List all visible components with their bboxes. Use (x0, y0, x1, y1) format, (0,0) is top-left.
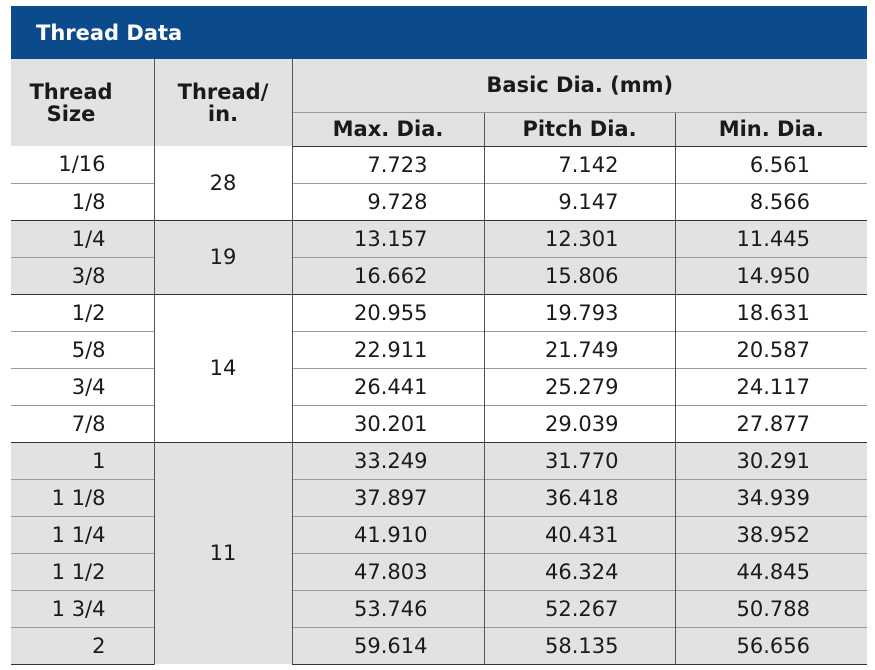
min-dia-cell: 24.117 (674, 367, 868, 405)
min-dia-cell: 20.587 (674, 330, 868, 368)
min-dia-cell: 6.561 (674, 146, 868, 183)
pitch-dia-cell: 46.324 (483, 552, 675, 590)
table-row: 2 59.614 58.135 56.656 (11, 626, 868, 665)
min-dia-cell: 56.656 (674, 626, 868, 665)
table-row: 5/8 22.911 21.749 20.587 (11, 330, 868, 368)
thread-size-cell: 1 1/4 (11, 515, 154, 553)
pitch-dia-cell: 58.135 (483, 626, 675, 665)
table-row: 1 1/8 37.897 36.418 34.939 (11, 478, 868, 516)
max-dia-cell: 26.441 (291, 367, 484, 405)
max-dia-cell: 59.614 (291, 626, 484, 665)
min-dia-cell: 34.939 (674, 478, 868, 516)
max-dia-cell: 37.897 (291, 478, 484, 516)
thread-size-cell: 1 3/4 (11, 589, 154, 627)
max-dia-cell: 20.955 (291, 293, 484, 331)
header-min-dia: Min. Dia. (674, 111, 868, 147)
max-dia-cell: 33.249 (291, 441, 484, 479)
thread-data-panel: Thread Data Thread Size Thread/ in. Basi… (11, 6, 868, 665)
table-body: 1/16 28 7.723 7.142 6.561 1/8 9.728 9.147 8.566 1… (11, 146, 868, 665)
min-dia-cell: 50.788 (674, 589, 868, 627)
thread-size-cell: 1 1/2 (11, 552, 154, 590)
title-bar: Thread Data (11, 6, 867, 59)
max-dia-cell: 53.746 (291, 589, 484, 627)
max-dia-cell: 16.662 (291, 256, 484, 294)
pitch-dia-cell: 40.431 (483, 515, 675, 553)
min-dia-cell: 11.445 (674, 219, 868, 257)
threads-per-inch-cell: 11 (153, 441, 292, 664)
max-dia-cell: 47.803 (291, 552, 484, 590)
thread-size-cell: 2 (11, 626, 154, 665)
thread-size-cell: 3/4 (11, 367, 154, 405)
header-max-dia: Max. Dia. (291, 111, 484, 147)
pitch-dia-cell: 15.806 (483, 256, 675, 294)
pitch-dia-cell: 52.267 (483, 589, 675, 627)
max-dia-cell: 13.157 (291, 219, 484, 257)
table-row: 1/8 9.728 9.147 8.566 (11, 182, 868, 220)
pitch-dia-cell: 9.147 (483, 182, 675, 220)
page-title: Thread Data (36, 20, 183, 45)
thread-size-cell: 1/4 (11, 219, 154, 257)
threads-per-inch-cell: 19 (153, 219, 292, 294)
table-row: 3/8 16.662 15.806 14.950 (11, 256, 868, 294)
header-pitch-dia: Pitch Dia. (483, 111, 675, 147)
min-dia-cell: 18.631 (674, 293, 868, 331)
thread-size-cell: 5/8 (11, 330, 154, 368)
pitch-dia-cell: 12.301 (483, 219, 675, 257)
table-row: 1 1/2 47.803 46.324 44.845 (11, 552, 868, 590)
pitch-dia-cell: 7.142 (483, 146, 675, 183)
table-row: 1 11 33.249 31.770 30.291 (11, 441, 868, 664)
header-basic-dia: Basic Dia. (mm) (291, 59, 868, 112)
thread-size-cell: 1 1/8 (11, 478, 154, 516)
max-dia-cell: 41.910 (291, 515, 484, 553)
thread-size-cell: 7/8 (11, 404, 154, 442)
threads-per-inch-cell: 14 (153, 293, 292, 442)
pitch-dia-cell: 19.793 (483, 293, 675, 331)
table-row: 1 1/4 41.910 40.431 38.952 (11, 515, 868, 553)
thread-size-cell: 1/8 (11, 182, 154, 220)
thread-size-cell: 1/2 (11, 293, 154, 331)
max-dia-cell: 9.728 (291, 182, 484, 220)
min-dia-cell: 8.566 (674, 182, 868, 220)
max-dia-cell: 7.723 (291, 146, 484, 183)
table-row: 1 3/4 53.746 52.267 50.788 (11, 589, 868, 627)
pitch-dia-cell: 29.039 (483, 404, 675, 442)
thread-size-cell: 1 (11, 441, 154, 479)
header-thread-size: Thread Size (11, 59, 154, 146)
pitch-dia-cell: 31.770 (483, 441, 675, 479)
table-row: 1/4 19 13.157 12.301 11.445 (11, 219, 868, 294)
max-dia-cell: 30.201 (291, 404, 484, 442)
min-dia-cell: 30.291 (674, 441, 868, 479)
table-row: 3/4 26.441 25.279 24.117 (11, 367, 868, 405)
thread-data-table: Thread Size Thread/ in. Basic Dia. (mm) … (11, 59, 868, 665)
pitch-dia-cell: 36.418 (483, 478, 675, 516)
header-thread-per-in: Thread/ in. (153, 59, 292, 146)
table-row: 1/16 28 7.723 7.142 6.561 (11, 146, 868, 220)
thread-size-cell: 3/8 (11, 256, 154, 294)
table-row: 7/8 30.201 29.039 27.877 (11, 404, 868, 442)
pitch-dia-cell: 25.279 (483, 367, 675, 405)
table-row: 1/2 14 20.955 19.793 18.631 (11, 293, 868, 442)
pitch-dia-cell: 21.749 (483, 330, 675, 368)
min-dia-cell: 44.845 (674, 552, 868, 590)
min-dia-cell: 27.877 (674, 404, 868, 442)
thread-size-cell: 1/16 (11, 146, 154, 183)
min-dia-cell: 38.952 (674, 515, 868, 553)
min-dia-cell: 14.950 (674, 256, 868, 294)
threads-per-inch-cell: 28 (153, 146, 292, 220)
max-dia-cell: 22.911 (291, 330, 484, 368)
